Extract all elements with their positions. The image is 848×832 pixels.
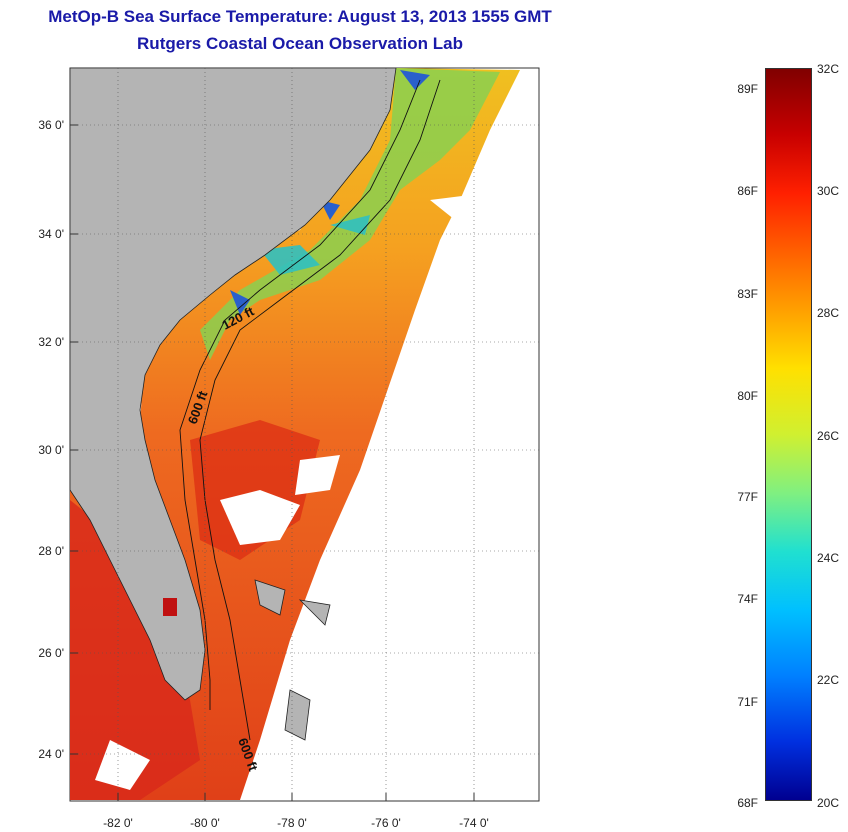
colorbar-f-label: 89F: [737, 82, 758, 96]
map-subtitle: Rutgers Coastal Ocean Observation Lab: [137, 34, 463, 53]
lat-label: 34 0': [38, 227, 64, 241]
colorbar-f-label: 83F: [737, 287, 758, 301]
land-southeast-us: [69, 67, 397, 701]
lat-label: 30 0': [38, 443, 64, 457]
colorbar-f-label: 86F: [737, 184, 758, 198]
lat-label: 24 0': [38, 747, 64, 761]
map-title: MetOp-B Sea Surface Temperature: August …: [48, 7, 552, 26]
colorbar-f-label: 71F: [737, 695, 758, 709]
colorbar-c-label: 28C: [817, 306, 840, 320]
lon-label: -82 0': [103, 816, 133, 830]
lat-label: 26 0': [38, 646, 64, 660]
land-bahamas: [254, 579, 331, 741]
temperature-colorbar: [765, 68, 812, 801]
colorbar-c-label: 24C: [817, 551, 840, 565]
colorbar-f-label: 74F: [737, 592, 758, 606]
axis-ticks: [70, 124, 475, 801]
colorbar-c-label: 26C: [817, 429, 840, 443]
lat-label: 36 0': [38, 118, 64, 132]
colorbar-c-label: 32C: [817, 62, 840, 76]
teal-patches: [260, 215, 370, 275]
lat-label: 28 0': [38, 544, 64, 558]
warm-gulf: [70, 500, 200, 800]
colorbar-c-label: 22C: [817, 673, 840, 687]
cool-band: [200, 68, 500, 360]
lon-label: -80 0': [190, 816, 220, 830]
colorbar-f-label: 68F: [737, 796, 758, 810]
contour-600ft: [199, 79, 441, 741]
lon-label: -76 0': [371, 816, 401, 830]
lon-label: -74 0': [459, 816, 489, 830]
colorbar-c-label: 30C: [817, 184, 840, 198]
cloud-gaps: [95, 195, 470, 790]
colorbar-f-label: 80F: [737, 389, 758, 403]
lake-okeechobee: [163, 598, 177, 616]
colorbar-c-label: 20C: [817, 796, 840, 810]
lon-label: -78 0': [277, 816, 307, 830]
colorbar-f-label: 77F: [737, 490, 758, 504]
lat-label: 32 0': [38, 335, 64, 349]
